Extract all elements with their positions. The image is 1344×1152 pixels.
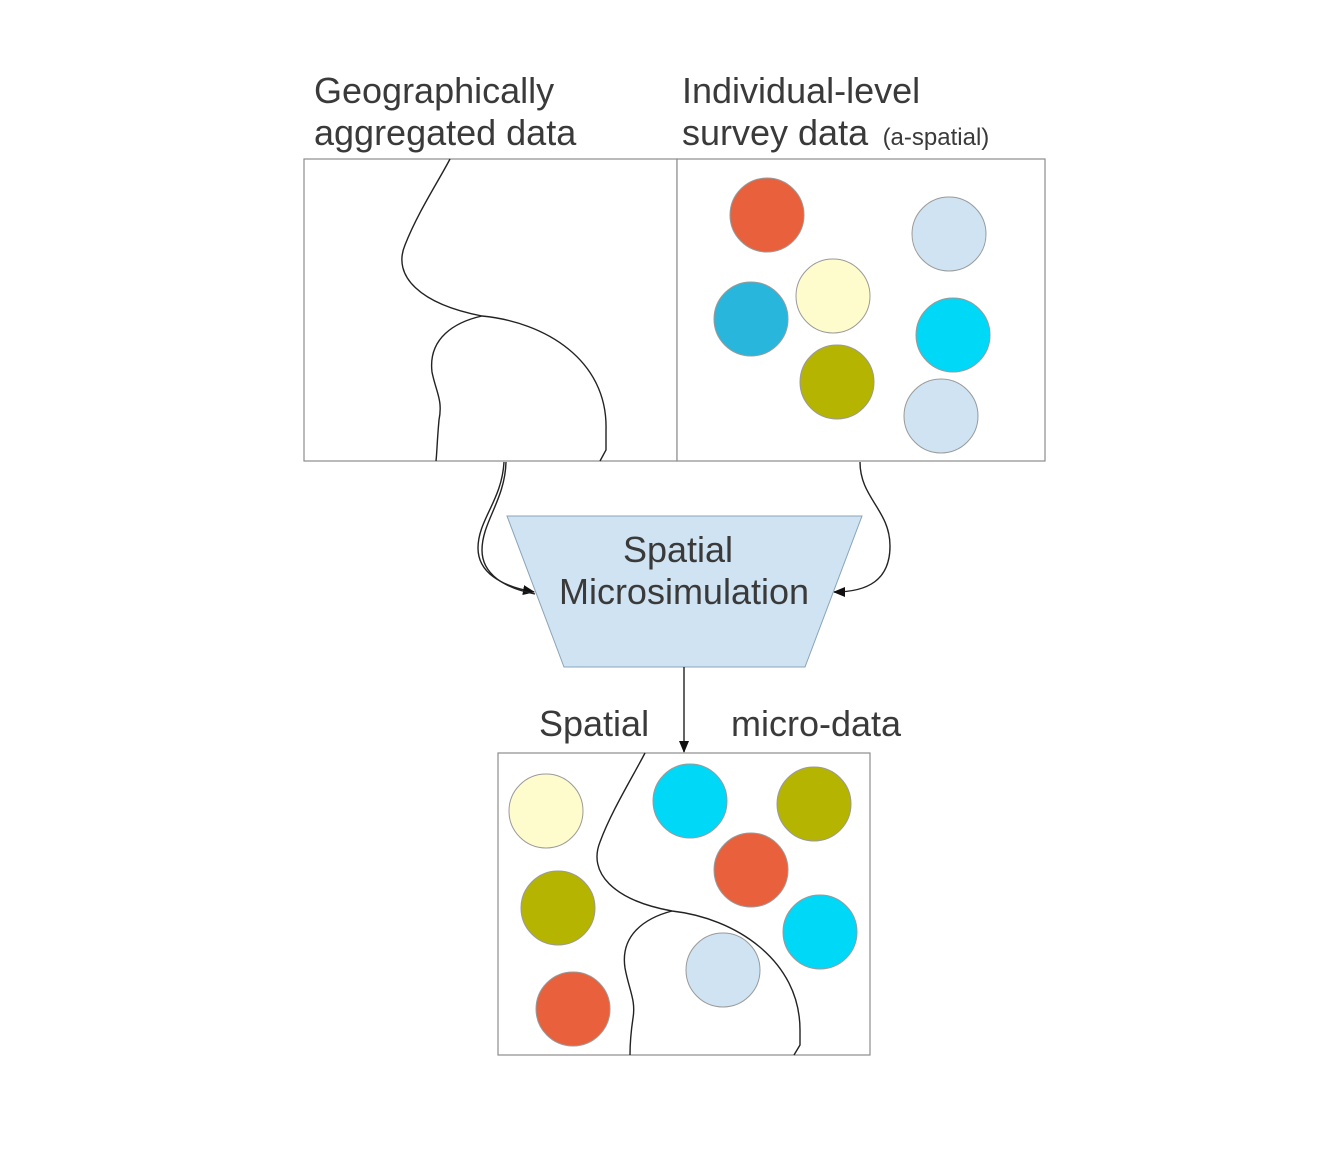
survey-individual <box>729 177 805 253</box>
located-individual <box>776 766 852 842</box>
zone-boundary-line <box>623 910 673 1056</box>
located-individual <box>713 832 789 908</box>
survey-individual <box>713 281 789 357</box>
located-individual <box>520 870 596 946</box>
output-title-word1: Spatial <box>539 703 649 744</box>
survey-data-title-line2: survey data (a-spatial) <box>682 112 989 153</box>
aggregated-data-title-line1: Geographically <box>314 70 554 111</box>
input-arrow-survey <box>833 461 891 597</box>
zone-boundary-line <box>430 315 483 462</box>
spatial-microsimulation-process: Spatial Microsimulation <box>506 515 863 668</box>
input-arrow-aggregated-shadow <box>481 461 536 595</box>
located-individual <box>508 773 584 849</box>
aggregated-data-title-line2: aggregated data <box>314 112 577 153</box>
survey-individual <box>799 344 875 420</box>
zone-boundary-line <box>401 158 607 462</box>
survey-data-note: (a-spatial) <box>883 124 990 151</box>
survey-data-title-main: survey data <box>682 112 869 153</box>
survey-data-title-line1: Individual-level <box>682 70 920 111</box>
zone-boundary-line <box>596 752 801 1056</box>
output-title-word2: micro-data <box>731 703 902 744</box>
aggregated-data-panel <box>303 158 678 462</box>
aggregated-data-box <box>303 158 678 462</box>
survey-data-panel <box>676 158 1046 462</box>
survey-individual <box>795 258 871 334</box>
process-label-line1: Spatial <box>623 529 733 570</box>
process-trapezoid <box>506 515 863 668</box>
located-individual <box>685 932 761 1008</box>
located-individual <box>652 763 728 839</box>
survey-individual <box>915 297 991 373</box>
survey-individual <box>911 196 987 272</box>
spatial-microdata-panel <box>497 752 871 1056</box>
located-individual <box>535 971 611 1047</box>
survey-individual <box>903 378 979 454</box>
process-label-line2: Microsimulation <box>559 571 809 612</box>
located-individual <box>782 894 858 970</box>
